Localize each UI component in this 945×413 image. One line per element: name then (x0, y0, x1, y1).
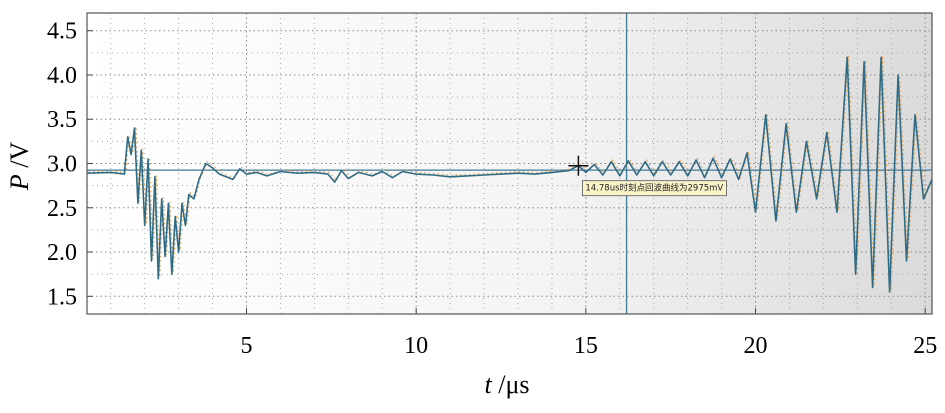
y-tick-label: 3.5 (47, 107, 77, 133)
y-axis-label: P /V (5, 142, 34, 192)
axis-ticks (87, 30, 926, 314)
x-tick-label: 15 (574, 333, 598, 359)
cursor-crosshair-marker (568, 155, 589, 176)
x-tick-label: 5 (240, 333, 252, 359)
y-tick-label: 2.0 (47, 240, 77, 266)
cursor-readout-text: 14.78us时刻点回波曲线为2975mV (585, 183, 723, 194)
x-axis-tick-labels: 5 10 15 20 25 (240, 333, 937, 359)
x-tick-label: 25 (913, 333, 937, 359)
x-axis-label: t /μs (484, 370, 529, 399)
y-tick-label: 4.0 (47, 63, 77, 89)
plot-frame (86, 12, 933, 315)
grid-lines (87, 13, 932, 314)
y-tick-label: 4.5 (47, 19, 77, 45)
x-tick-label: 10 (404, 333, 428, 359)
x-tick-label: 20 (744, 333, 768, 359)
y-tick-label: 1.5 (47, 284, 77, 310)
y-tick-label: 3.0 (47, 152, 77, 178)
waveform-trace (87, 56, 932, 293)
cursor-readout-tooltip: 14.78us时刻点回波曲线为2975mV (581, 180, 727, 197)
y-axis-tick-labels: 1.5 2.0 2.5 3.0 3.5 4.0 4.5 (47, 19, 77, 311)
y-tick-label: 2.5 (47, 196, 77, 222)
